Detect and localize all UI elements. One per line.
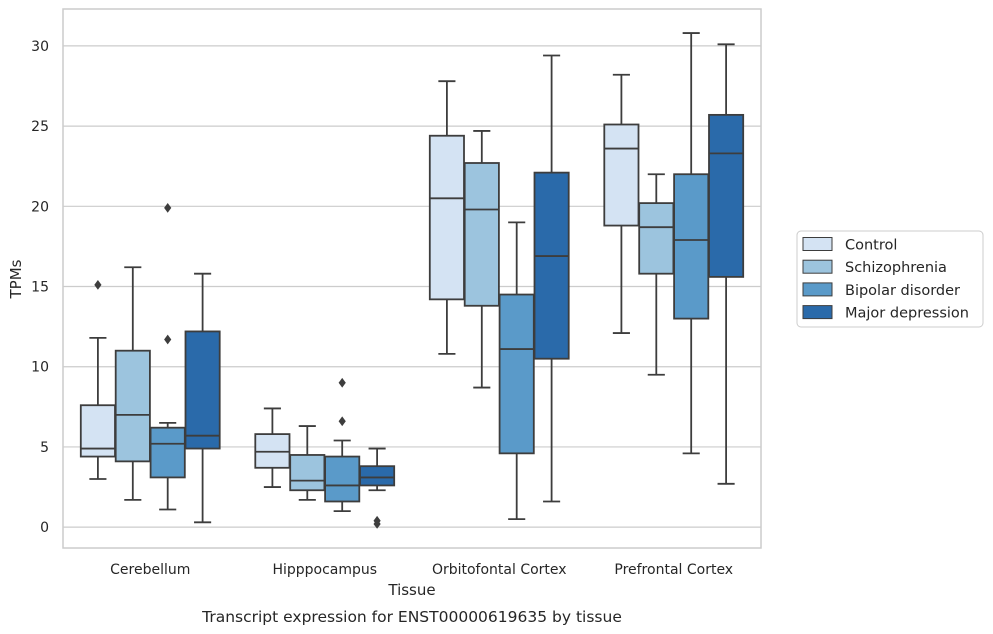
legend-label-control: Control: [845, 238, 897, 254]
box-bipolar-disorder-hipppocampus: [324, 377, 361, 513]
box-iqr: [533, 171, 570, 360]
box-iqr: [114, 349, 151, 463]
legend-swatch-schizophrenia: [802, 259, 833, 274]
box-iqr: [428, 134, 465, 301]
x-axis-ticks: Cerebellum Hipppocampus Orbitofontal Corte…: [110, 562, 733, 578]
box-bipolar-disorder-orbitofontal-cortex: [498, 221, 535, 521]
box-control-prefrontal-cortex: [603, 73, 640, 334]
y-tick-label-20: 20: [31, 199, 49, 215]
outlier-point: [338, 416, 346, 427]
box-major-depression-cerebellum: [184, 272, 221, 524]
box-iqr: [149, 426, 186, 479]
box-control-orbitofontal-cortex: [428, 80, 465, 355]
box-iqr: [463, 162, 500, 307]
box-control-cerebellum: [79, 280, 116, 480]
x-tick-label-hipppocampus: Hipppocampus: [272, 562, 377, 578]
box-iqr: [498, 293, 535, 455]
box-schizophrenia-cerebellum: [114, 266, 151, 501]
x-tick-label-cerebellum: Cerebellum: [110, 562, 190, 578]
legend-label-major-depression: Major depression: [845, 306, 969, 322]
box-iqr: [708, 113, 745, 278]
outlier-point: [164, 203, 172, 213]
legend: Control Schizophrenia Bipolar disorder Majo…: [796, 230, 984, 328]
box-plot-marks: [79, 32, 745, 529]
box-iqr: [324, 455, 361, 503]
y-tick-label-5: 5: [40, 440, 49, 456]
x-tick-label-prefrontal-cortex: Prefrontal Cortex: [614, 562, 733, 578]
box-iqr: [289, 454, 326, 492]
box-bipolar-disorder-prefrontal-cortex: [673, 32, 710, 455]
box-schizophrenia-orbitofontal-cortex: [463, 130, 500, 389]
box-iqr: [359, 465, 396, 487]
y-tick-label-0: 0: [40, 520, 49, 536]
box-schizophrenia-hipppocampus: [289, 425, 326, 501]
legend-swatch-major-depression: [802, 305, 833, 320]
y-tick-label-10: 10: [31, 360, 49, 376]
outlier-point: [94, 280, 102, 290]
plot-area-frame: [62, 8, 762, 549]
x-axis-label: Tissue: [387, 581, 435, 599]
outlier-point: [338, 377, 346, 388]
outlier-point: [373, 515, 381, 526]
box-iqr: [184, 330, 221, 450]
y-axis-ticks: 0 5 10 15 20 25 30: [31, 39, 49, 536]
legend-label-schizophrenia: Schizophrenia: [845, 260, 947, 276]
y-tick-label-25: 25: [31, 119, 49, 135]
box-iqr: [673, 173, 710, 320]
chart-caption: Transcript expression for ENST0000061963…: [201, 608, 622, 626]
legend-swatch-bipolar-disorder: [802, 282, 833, 297]
box-major-depression-prefrontal-cortex: [708, 43, 745, 485]
box-iqr: [603, 123, 640, 227]
legend-label-bipolar-disorder: Bipolar disorder: [845, 283, 960, 299]
y-tick-label-30: 30: [31, 39, 49, 55]
box-major-depression-hipppocampus: [359, 447, 396, 529]
box-iqr: [638, 202, 675, 275]
x-tick-label-orbitofontal-cortex: Orbitofontal Cortex: [432, 562, 567, 578]
y-axis-label: TPMs: [7, 259, 25, 299]
box-control-hipppocampus: [254, 407, 291, 488]
box-bipolar-disorder-cerebellum: [149, 203, 186, 511]
outlier-point: [164, 334, 172, 345]
legend-frame: [796, 230, 984, 328]
y-tick-label-15: 15: [31, 280, 49, 296]
legend-swatch-control: [802, 237, 833, 251]
box-major-depression-orbitofontal-cortex: [533, 54, 570, 503]
box-schizophrenia-prefrontal-cortex: [638, 173, 675, 376]
